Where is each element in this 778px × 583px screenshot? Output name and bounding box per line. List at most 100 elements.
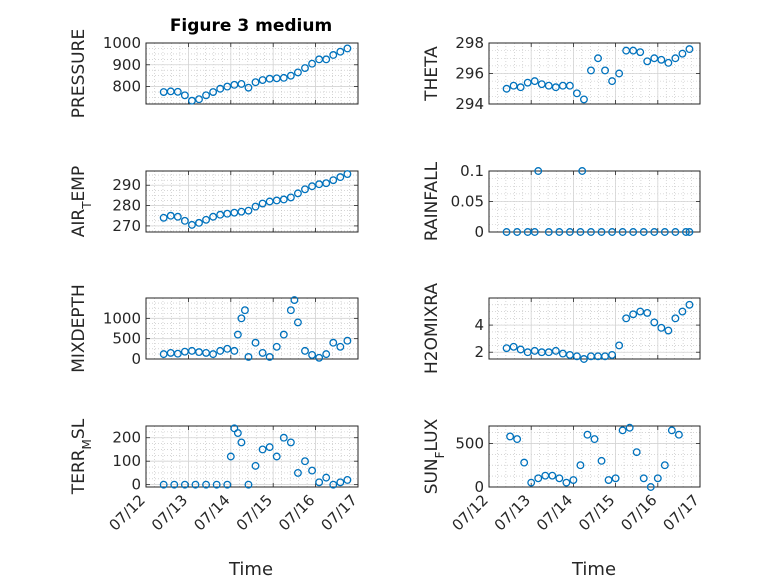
x-axis-label-left: Time bbox=[228, 559, 273, 580]
data-point bbox=[170, 480, 179, 489]
axes-border bbox=[145, 42, 359, 105]
data-point bbox=[343, 476, 352, 484]
data-point bbox=[657, 323, 666, 332]
x-axis-label-right: Time bbox=[571, 559, 616, 580]
data-point bbox=[555, 474, 564, 483]
data-point bbox=[636, 307, 645, 316]
data-point bbox=[173, 212, 182, 221]
data-point bbox=[639, 474, 648, 483]
data-point bbox=[534, 474, 543, 483]
data-point bbox=[322, 179, 331, 188]
data-point bbox=[336, 47, 345, 56]
data-series bbox=[502, 167, 694, 236]
data-point bbox=[209, 88, 218, 96]
subplot-mixdepth: 0 500 1000 MIXDEPTH bbox=[69, 284, 359, 373]
data-point bbox=[173, 349, 182, 358]
data-point bbox=[308, 350, 317, 359]
data-point bbox=[611, 474, 620, 483]
data-point bbox=[251, 78, 260, 87]
data-point bbox=[336, 342, 345, 351]
data-point bbox=[315, 478, 324, 487]
data-point bbox=[604, 476, 613, 484]
data-point bbox=[187, 346, 196, 355]
data-point bbox=[322, 350, 331, 359]
data-point bbox=[180, 480, 189, 489]
x-tick-label: 07/17 bbox=[660, 491, 703, 534]
data-point bbox=[286, 438, 295, 447]
data-point bbox=[576, 228, 585, 236]
data-point bbox=[308, 466, 317, 475]
data-point bbox=[578, 167, 587, 175]
data-point bbox=[251, 461, 260, 470]
y-tick-label: 0 bbox=[474, 223, 484, 241]
data-point bbox=[537, 80, 546, 89]
data-point bbox=[329, 480, 338, 489]
data-point bbox=[520, 458, 529, 467]
data-point bbox=[685, 228, 694, 236]
data-point bbox=[202, 480, 211, 489]
data-point bbox=[650, 54, 659, 63]
subplot-terr-msl: 0 100 200 07/12 07/13 07/14 07/15 07/16 07/17 TER… bbox=[69, 418, 361, 534]
data-point bbox=[343, 170, 352, 178]
data-point bbox=[608, 228, 617, 236]
data-point bbox=[301, 64, 309, 72]
y-tick-label: 298 bbox=[455, 34, 484, 52]
y-tick-label: 1000 bbox=[103, 309, 141, 327]
data-point bbox=[639, 228, 648, 236]
data-point bbox=[502, 228, 511, 236]
data-point bbox=[202, 91, 211, 100]
x-tick-label: 07/13 bbox=[491, 491, 534, 534]
data-series bbox=[159, 170, 352, 229]
data-point bbox=[653, 474, 662, 483]
data-point bbox=[646, 483, 655, 491]
data-point bbox=[293, 68, 302, 77]
data-point bbox=[587, 66, 595, 75]
data-point bbox=[315, 353, 324, 362]
data-point bbox=[650, 228, 659, 236]
data-point bbox=[279, 195, 288, 204]
data-point bbox=[551, 83, 560, 92]
data-point bbox=[587, 228, 595, 236]
y-tick-label: 0.1 bbox=[460, 162, 484, 180]
y-axis-label: AIRTEMP bbox=[69, 166, 94, 237]
data-point bbox=[209, 212, 218, 221]
data-point bbox=[622, 314, 631, 323]
y-axis-label: SUNFLUX bbox=[422, 418, 447, 494]
data-point bbox=[594, 54, 602, 63]
data-point bbox=[233, 429, 242, 437]
data-point bbox=[664, 58, 673, 67]
data-point bbox=[513, 228, 522, 236]
data-point bbox=[329, 338, 338, 347]
data-point bbox=[597, 456, 606, 465]
data-point bbox=[209, 350, 218, 359]
data-point bbox=[671, 54, 680, 63]
data-point bbox=[293, 189, 302, 198]
data-point bbox=[286, 193, 295, 202]
y-tick-label: 0 bbox=[131, 350, 141, 368]
data-point bbox=[523, 78, 532, 87]
subplot-rainfall: 0 0.05 0.1 RAINFALL bbox=[422, 161, 701, 241]
data-point bbox=[279, 330, 288, 339]
y-tick-label: 900 bbox=[112, 56, 141, 74]
data-point bbox=[336, 478, 345, 487]
data-point bbox=[343, 336, 352, 345]
x-tick-label: 07/16 bbox=[275, 491, 318, 534]
data-point bbox=[180, 216, 189, 225]
data-point bbox=[258, 199, 267, 208]
data-point bbox=[233, 330, 242, 339]
data-point bbox=[212, 480, 221, 489]
data-point bbox=[329, 176, 338, 185]
y-tick-label: 200 bbox=[112, 429, 141, 447]
data-point bbox=[223, 480, 232, 489]
data-point bbox=[678, 49, 687, 58]
data-point bbox=[615, 341, 624, 350]
x-tick-label: 07/12 bbox=[449, 491, 492, 534]
data-point bbox=[530, 228, 539, 236]
data-point bbox=[674, 430, 683, 439]
y-tick-label: 100 bbox=[112, 452, 141, 470]
data-point bbox=[251, 338, 260, 347]
data-point bbox=[202, 215, 211, 224]
data-series bbox=[502, 300, 694, 363]
data-point bbox=[678, 307, 687, 316]
